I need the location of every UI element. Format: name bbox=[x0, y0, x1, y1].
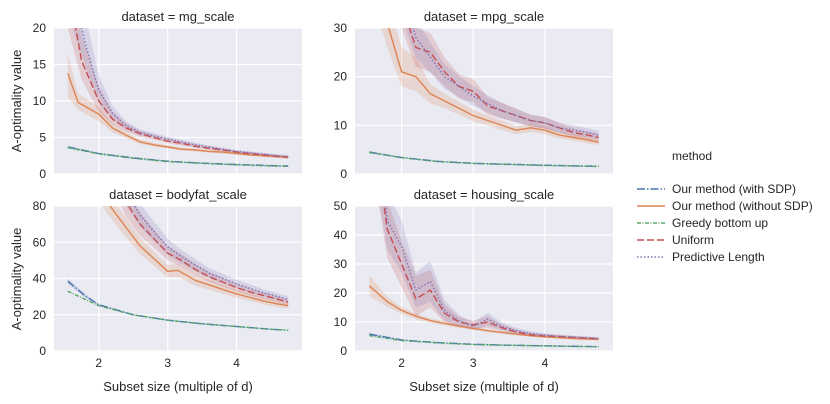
series-lines bbox=[369, 28, 599, 168]
grid-lines bbox=[54, 27, 302, 175]
series-lines bbox=[67, 206, 289, 331]
ci-band-uniform bbox=[378, 206, 599, 341]
panel-bodyfat-scale: 0 20 40 60 80 2 3 4 dataset = bodyfat_scale bbox=[33, 187, 302, 370]
ci-band-predictive bbox=[380, 206, 599, 340]
y-tick-label: 0 bbox=[340, 167, 347, 181]
series-line-greedy bbox=[369, 151, 599, 168]
grid-lines bbox=[355, 27, 613, 175]
series-lines bbox=[67, 28, 289, 167]
y-tick-label: 10 bbox=[33, 94, 47, 108]
y-axis-label-bottom: A-optimality value bbox=[9, 228, 24, 331]
y-tick-label: 30 bbox=[334, 257, 348, 271]
ci-band-nosdp bbox=[67, 53, 289, 159]
legend-label-greedy: Greedy bottom up bbox=[672, 216, 768, 230]
legend: method Our method (with SDP)Our method (… bbox=[637, 149, 813, 264]
y-tick-label: 10 bbox=[334, 118, 348, 132]
y-tick-labels: 0 5 10 15 20 bbox=[33, 21, 47, 181]
y-tick-labels: 0 10 20 30 bbox=[334, 21, 348, 181]
series-line-predictive bbox=[384, 206, 599, 340]
y-tick-label: 40 bbox=[33, 272, 47, 286]
panel-title: dataset = bodyfat_scale bbox=[109, 187, 247, 202]
y-tick-label: 20 bbox=[334, 286, 348, 300]
y-tick-label: 20 bbox=[334, 70, 348, 84]
y-tick-label: 5 bbox=[39, 131, 46, 145]
y-tick-label: 15 bbox=[33, 58, 47, 72]
ci-band-predictive bbox=[126, 206, 289, 303]
ci-band-nosdp bbox=[101, 206, 289, 309]
y-tick-label: 0 bbox=[39, 167, 46, 181]
series-line-uniform bbox=[408, 28, 599, 139]
y-tick-label: 20 bbox=[33, 308, 47, 322]
x-tick-label: 2 bbox=[95, 356, 102, 370]
y-tick-labels: 0 10 20 30 40 50 bbox=[334, 199, 348, 358]
x-tick-labels: 2 3 4 bbox=[398, 356, 548, 370]
legend-label-predictive: Predictive Length bbox=[672, 250, 765, 264]
panel-title: dataset = mpg_scale bbox=[424, 9, 544, 24]
ci-band-predictive bbox=[405, 28, 599, 140]
ci-band-predictive bbox=[72, 28, 289, 158]
y-tick-label: 30 bbox=[334, 21, 348, 35]
series-line-greedy bbox=[67, 290, 289, 331]
panel-background bbox=[355, 206, 613, 351]
x-tick-labels: 2 3 4 bbox=[95, 356, 240, 370]
legend-label-sdp: Our method (with SDP) bbox=[672, 182, 796, 196]
legend-title: method bbox=[672, 149, 712, 163]
y-tick-label: 40 bbox=[334, 228, 348, 242]
panel-mg-scale: 0 5 10 15 20 dataset = mg_scale bbox=[33, 9, 302, 181]
series-line-nosdp bbox=[368, 285, 599, 341]
ci-bands bbox=[67, 206, 289, 331]
y-axis-label-top: A-optimality value bbox=[9, 50, 24, 153]
y-tick-label: 10 bbox=[334, 315, 348, 329]
grid-lines bbox=[54, 205, 302, 352]
series-line-nosdp bbox=[388, 28, 599, 144]
x-axis-label-left: Subset size (multiple of d) bbox=[103, 379, 253, 394]
series-line-nosdp bbox=[67, 73, 289, 158]
y-tick-labels: 0 20 40 60 80 bbox=[33, 199, 47, 358]
legend-label-nosdp: Our method (without SDP) bbox=[672, 199, 813, 213]
series-line-uniform bbox=[127, 206, 289, 303]
panel-mpg-scale: 0 10 20 30 dataset = mpg_scale bbox=[334, 9, 613, 181]
panel-title: dataset = housing_scale bbox=[414, 187, 555, 202]
y-tick-label: 0 bbox=[340, 344, 347, 358]
series-line-uniform bbox=[74, 28, 289, 158]
series-line-greedy bbox=[369, 334, 599, 348]
series-line-predictive bbox=[80, 28, 289, 158]
series-line-greedy bbox=[67, 147, 289, 167]
series-lines bbox=[368, 206, 599, 348]
ci-band-uniform bbox=[121, 206, 289, 305]
y-tick-label: 0 bbox=[39, 344, 46, 358]
x-tick-label: 2 bbox=[398, 356, 405, 370]
ci-band-uniform bbox=[401, 28, 599, 142]
panel-housing-scale: 0 10 20 30 40 50 2 3 4 dataset = housing_scale bbox=[334, 187, 613, 370]
legend-items: Our method (with SDP) Our method (without… bbox=[637, 182, 813, 264]
x-tick-label: 4 bbox=[233, 356, 240, 370]
x-tick-label: 3 bbox=[470, 356, 477, 370]
grid-lines bbox=[355, 205, 613, 352]
ci-bands bbox=[369, 206, 599, 347]
y-tick-label: 20 bbox=[33, 21, 47, 35]
series-line-predictive bbox=[133, 206, 289, 300]
y-tick-label: 60 bbox=[33, 235, 47, 249]
panel-title: dataset = mg_scale bbox=[121, 9, 234, 24]
x-axis-label-right: Subset size (multiple of d) bbox=[409, 379, 559, 394]
x-tick-label: 3 bbox=[164, 356, 171, 370]
x-tick-label: 4 bbox=[542, 356, 549, 370]
legend-label-uniform: Uniform bbox=[672, 233, 714, 247]
y-tick-label: 50 bbox=[334, 199, 348, 213]
series-line-nosdp bbox=[109, 206, 289, 307]
y-tick-label: 80 bbox=[33, 199, 47, 213]
